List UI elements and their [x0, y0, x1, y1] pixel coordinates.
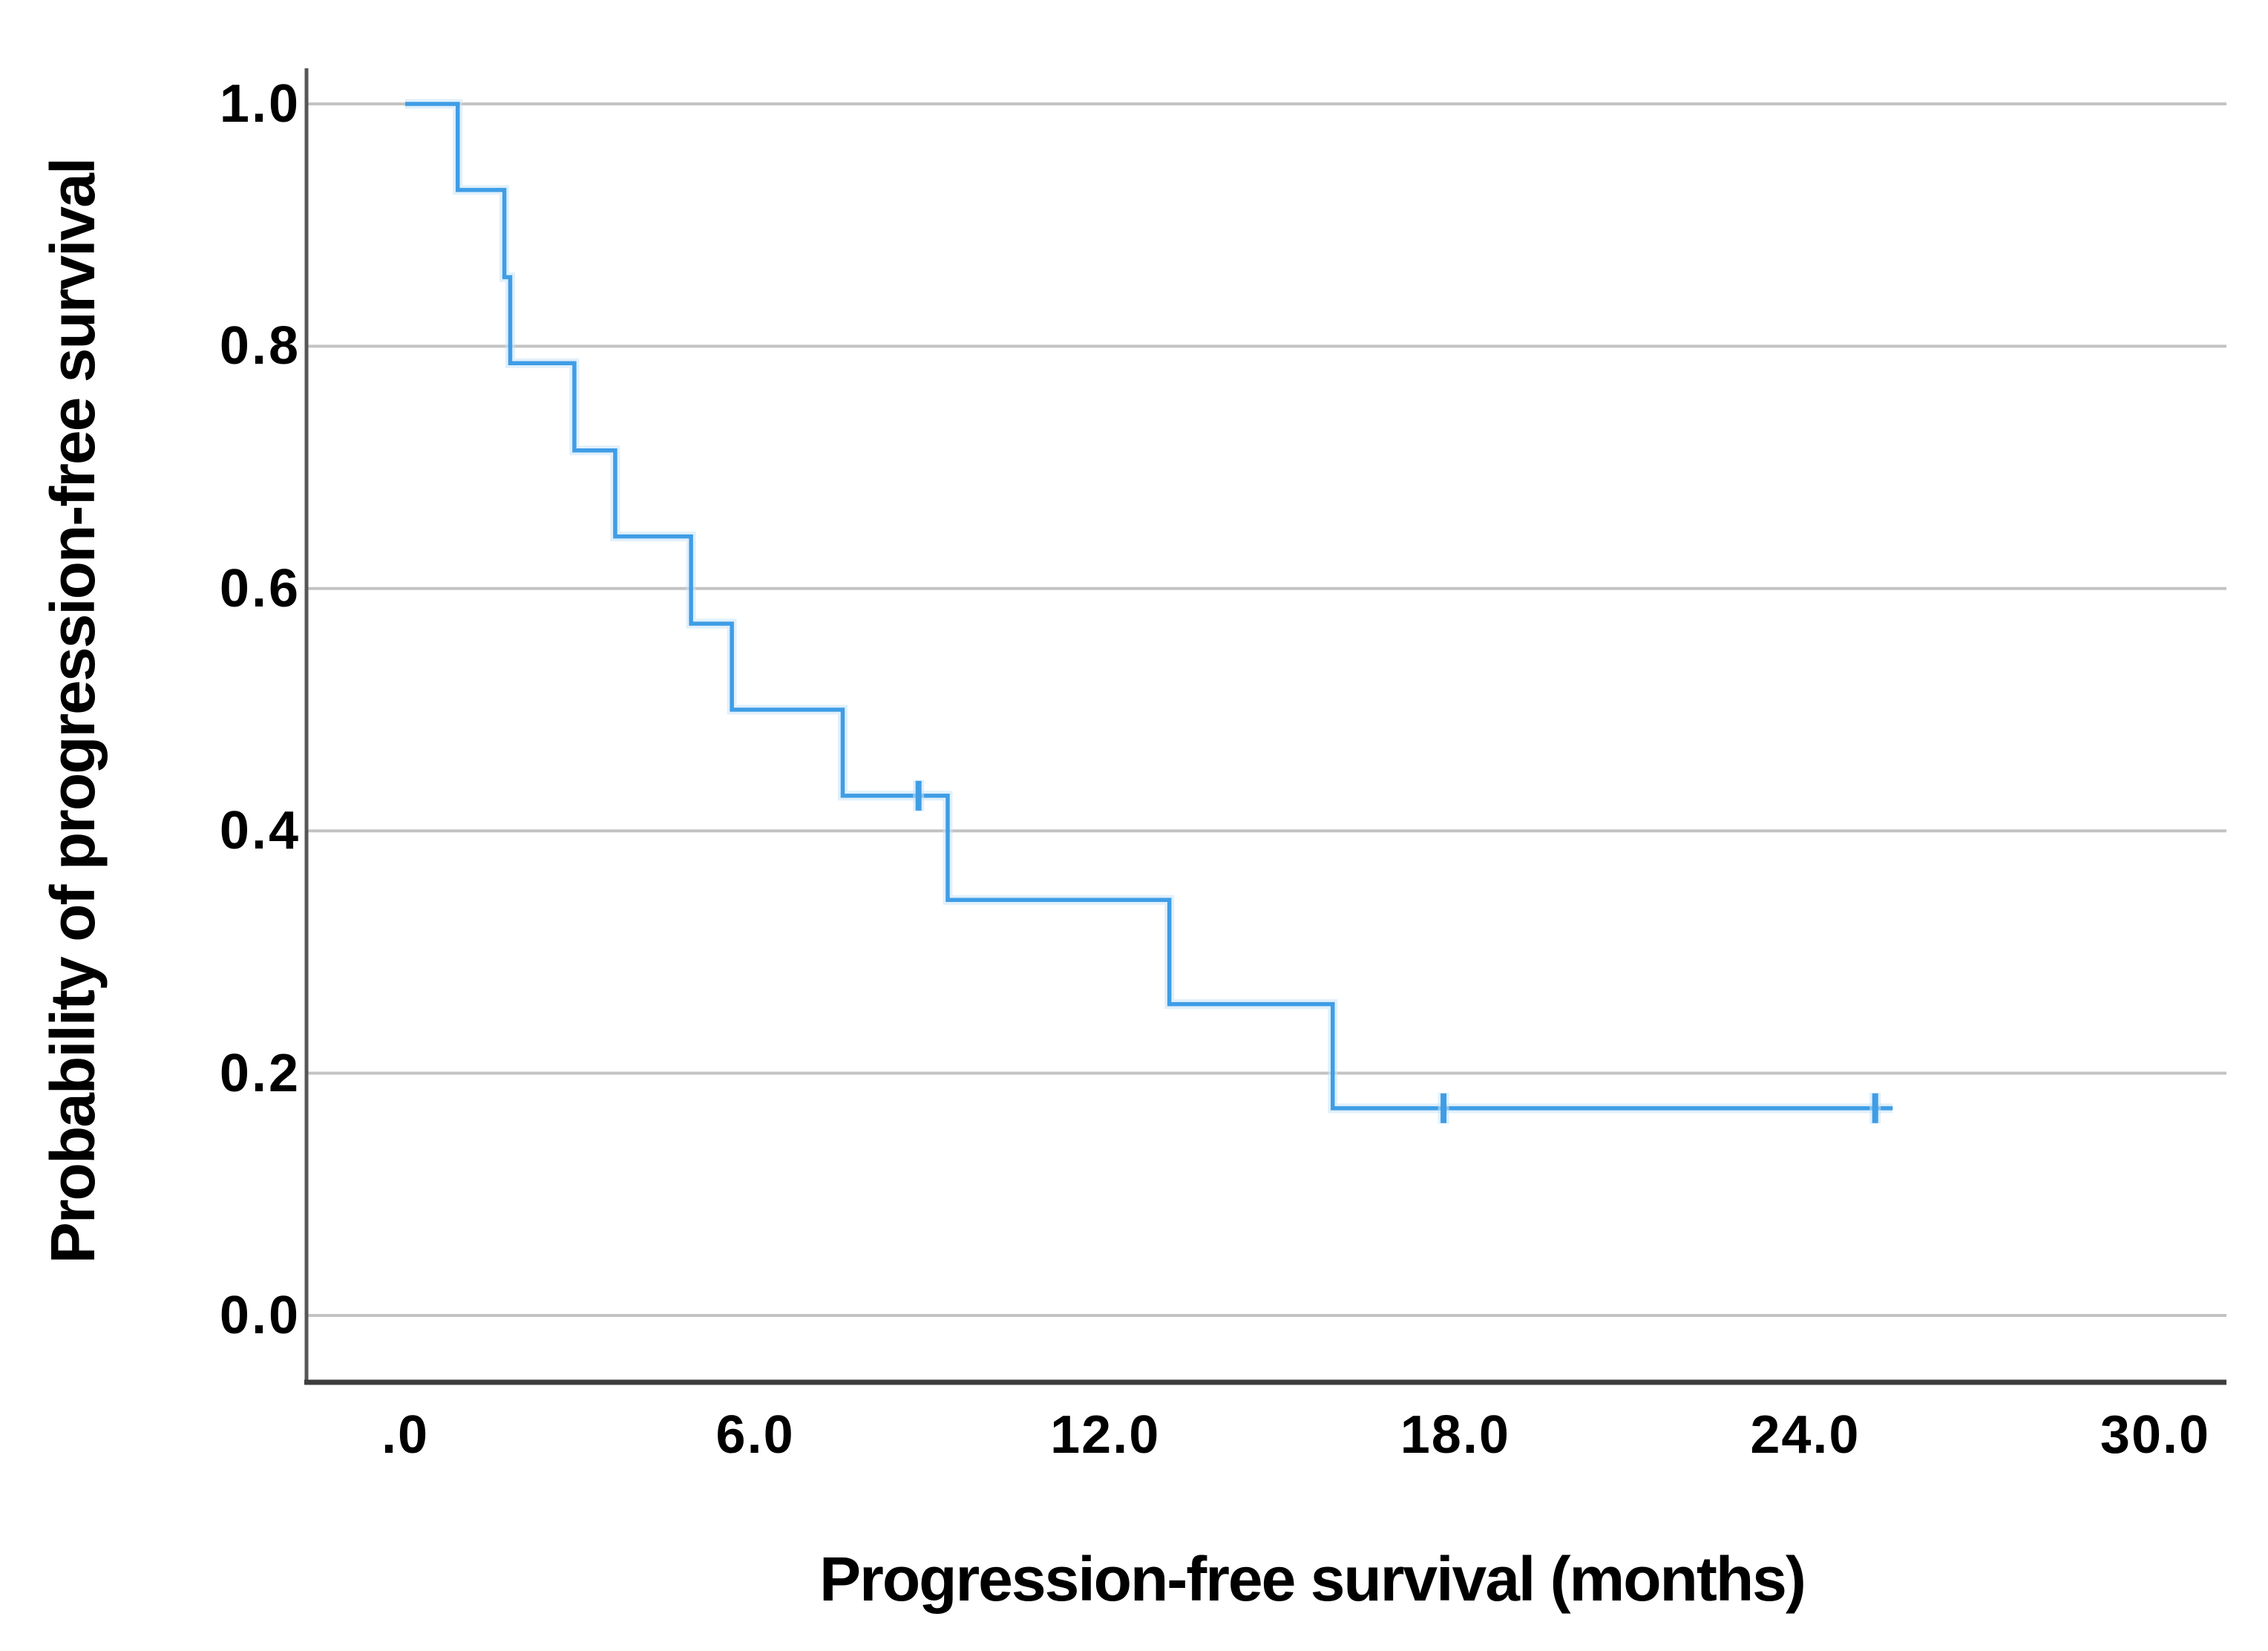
x-tick-label: 12.0: [1050, 1405, 1161, 1465]
x-tick-label: 18.0: [1400, 1405, 1510, 1465]
y-tick-label: 0.8: [219, 316, 301, 376]
x-tick-label: .0: [381, 1405, 430, 1465]
x-tick-label: 30.0: [2100, 1405, 2211, 1465]
y-axis-title: Probability of progression-free survival: [38, 158, 108, 1264]
y-tick-label: 1.0: [219, 74, 301, 134]
y-tick-label: 0.2: [219, 1043, 301, 1103]
survival-curve-halo: [405, 99, 1893, 1114]
y-tick-label: 0.4: [219, 801, 301, 861]
y-tick-label: 0.6: [219, 558, 301, 618]
x-tick-label: 24.0: [1750, 1405, 1861, 1465]
x-tick-label: 6.0: [715, 1405, 795, 1465]
y-tick-label: 0.0: [219, 1286, 301, 1345]
x-axis-title: Progression-free survival (months): [819, 1544, 1806, 1614]
survival-curve: [405, 102, 1893, 1111]
